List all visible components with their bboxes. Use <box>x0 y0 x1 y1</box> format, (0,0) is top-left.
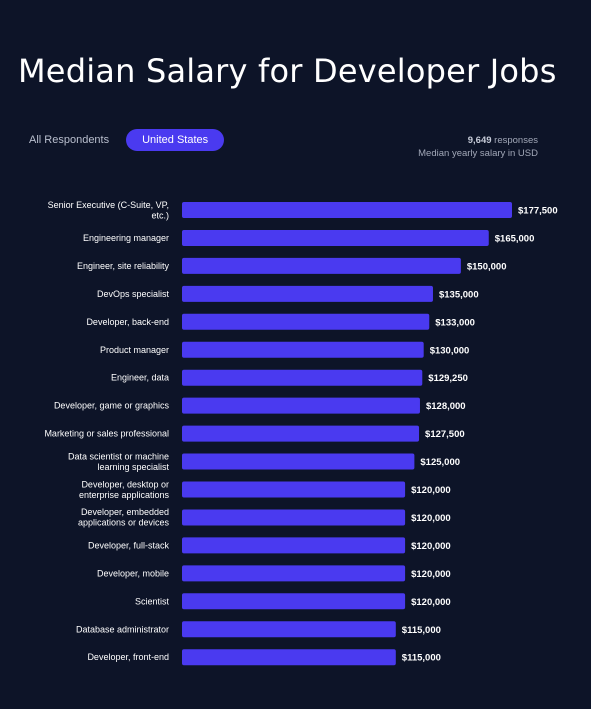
category-label: Engineer, site reliability <box>77 261 170 271</box>
tab-all-respondents[interactable]: All Respondents <box>29 134 110 146</box>
category-label-line: Engineer, site reliability <box>77 261 170 271</box>
category-label-line: Developer, front-end <box>87 652 169 662</box>
value-label: $127,500 <box>425 429 465 440</box>
value-label: $165,000 <box>495 233 535 244</box>
salary-bar[interactable] <box>182 369 423 386</box>
value-label: $130,000 <box>430 345 470 356</box>
bar-row: Developer, game or graphics $128,000 <box>54 397 466 414</box>
salary-bar[interactable] <box>182 453 415 470</box>
value-label: $120,000 <box>411 485 451 496</box>
salary-bar[interactable] <box>182 313 430 330</box>
value-label: $135,000 <box>439 289 479 300</box>
salary-bar[interactable] <box>182 229 489 246</box>
category-label: Developer, back-end <box>86 317 169 327</box>
salary-bar[interactable] <box>182 285 433 302</box>
category-label-line: Product manager <box>100 345 169 355</box>
responses-line: 9,649 responses <box>418 134 538 147</box>
category-label-line: Database administrator <box>76 624 169 634</box>
category-label-line: Scientist <box>135 596 170 606</box>
salary-bar[interactable] <box>182 509 406 526</box>
category-label: Developer, full-stack <box>88 540 170 550</box>
category-label: Product manager <box>100 345 169 355</box>
bar-row: Database administrator $115,000 <box>76 621 441 638</box>
category-label-line: Developer, embedded <box>81 507 169 517</box>
value-label: $120,000 <box>411 541 451 552</box>
category-label: Database administrator <box>76 624 169 634</box>
category-label: Developer, desktop or enterprise applicat… <box>79 479 170 500</box>
bar-row: DevOps specialist $135,000 <box>97 285 479 302</box>
category-label-line: Data scientist or machine <box>68 451 169 461</box>
bar-row: Developer, desktop or enterprise applicat… <box>79 479 451 500</box>
bar-row: Developer, back-end $133,000 <box>86 313 475 330</box>
category-label: Developer, embedded applications or devic… <box>78 507 170 528</box>
bar-row: Data scientist or machine learning specia… <box>68 451 460 472</box>
bar-row: Scientist $120,000 <box>135 593 451 610</box>
value-label: $120,000 <box>411 597 451 608</box>
bar-row: Developer, embedded applications or devic… <box>78 507 451 528</box>
value-label: $115,000 <box>402 625 441 636</box>
category-label-line: applications or devices <box>78 518 170 528</box>
bar-row: Engineer, data $129,250 <box>111 369 468 386</box>
category-label-line: Developer, game or graphics <box>54 401 170 411</box>
bar-row: Developer, full-stack $120,000 <box>88 537 451 554</box>
category-label: Senior Executive (C-Suite, VP, etc.) <box>48 200 169 221</box>
salary-bar[interactable] <box>182 537 406 554</box>
category-label-line: Developer, full-stack <box>88 540 170 550</box>
chart-subtitle: Median yearly salary in USD <box>418 148 538 159</box>
salary-bar[interactable] <box>182 397 420 414</box>
category-label-line: etc.) <box>151 210 169 220</box>
category-label-line: Developer, mobile <box>97 568 169 578</box>
value-label: $177,500 <box>518 206 558 217</box>
category-label-line: Senior Executive (C-Suite, VP, <box>48 200 169 210</box>
category-label-line: learning specialist <box>97 462 169 472</box>
category-label: Engineer, data <box>111 373 169 383</box>
value-label: $120,000 <box>411 513 451 524</box>
category-label: Data scientist or machine learning specia… <box>68 451 170 472</box>
salary-bar[interactable] <box>182 593 406 610</box>
salary-bar[interactable] <box>182 481 406 498</box>
page-title: Median Salary for Developer Jobs <box>18 52 557 90</box>
category-label-line: Developer, desktop or <box>81 479 169 489</box>
salary-bar[interactable] <box>182 621 396 638</box>
salary-bar[interactable] <box>182 202 512 218</box>
salary-bar[interactable] <box>182 565 406 582</box>
salary-bar[interactable] <box>182 425 420 442</box>
salary-bar-chart: Senior Executive (C-Suite, VP, etc.) $177,… <box>44 200 558 666</box>
bar-row: Marketing or sales professional $127,500 <box>44 425 465 442</box>
category-label-line: Engineer, data <box>111 373 169 383</box>
category-label: Scientist <box>135 596 170 606</box>
tab-united-states[interactable]: United States <box>126 129 225 151</box>
salary-bar[interactable] <box>182 257 461 274</box>
salary-bar[interactable] <box>182 649 396 666</box>
category-label-line: Marketing or sales professional <box>44 429 169 439</box>
salary-bar[interactable] <box>182 341 424 358</box>
bar-row: Engineering manager $165,000 <box>83 229 535 246</box>
value-label: $150,000 <box>467 261 507 272</box>
bar-row: Developer, front-end $115,000 <box>87 649 441 666</box>
category-label: Engineering manager <box>83 233 169 243</box>
category-label: Marketing or sales professional <box>44 429 169 439</box>
bar-row: Senior Executive (C-Suite, VP, etc.) $177,… <box>48 200 558 221</box>
category-label: DevOps specialist <box>97 289 170 299</box>
value-label: $133,000 <box>435 317 475 328</box>
bar-row: Product manager $130,000 <box>100 341 470 358</box>
bar-row: Developer, mobile $120,000 <box>97 565 451 582</box>
value-label: $128,000 <box>426 401 466 412</box>
value-label: $125,000 <box>420 457 460 468</box>
responses-count: 9,649 <box>467 135 492 146</box>
value-label: $115,000 <box>402 653 441 664</box>
value-label: $129,250 <box>428 373 468 384</box>
responses-label: responses <box>494 135 538 146</box>
chart-meta: 9,649 responses Median yearly salary in … <box>418 134 538 160</box>
value-label: $120,000 <box>411 569 451 580</box>
category-label-line: enterprise applications <box>79 490 170 500</box>
bar-row: Engineer, site reliability $150,000 <box>77 257 507 274</box>
category-label: Developer, front-end <box>87 652 169 662</box>
category-label: Developer, game or graphics <box>54 401 170 411</box>
category-label-line: DevOps specialist <box>97 289 170 299</box>
category-label: Developer, mobile <box>97 568 169 578</box>
category-label-line: Engineering manager <box>83 233 169 243</box>
category-label-line: Developer, back-end <box>86 317 169 327</box>
respondent-tabs: All Respondents United States <box>18 129 225 151</box>
